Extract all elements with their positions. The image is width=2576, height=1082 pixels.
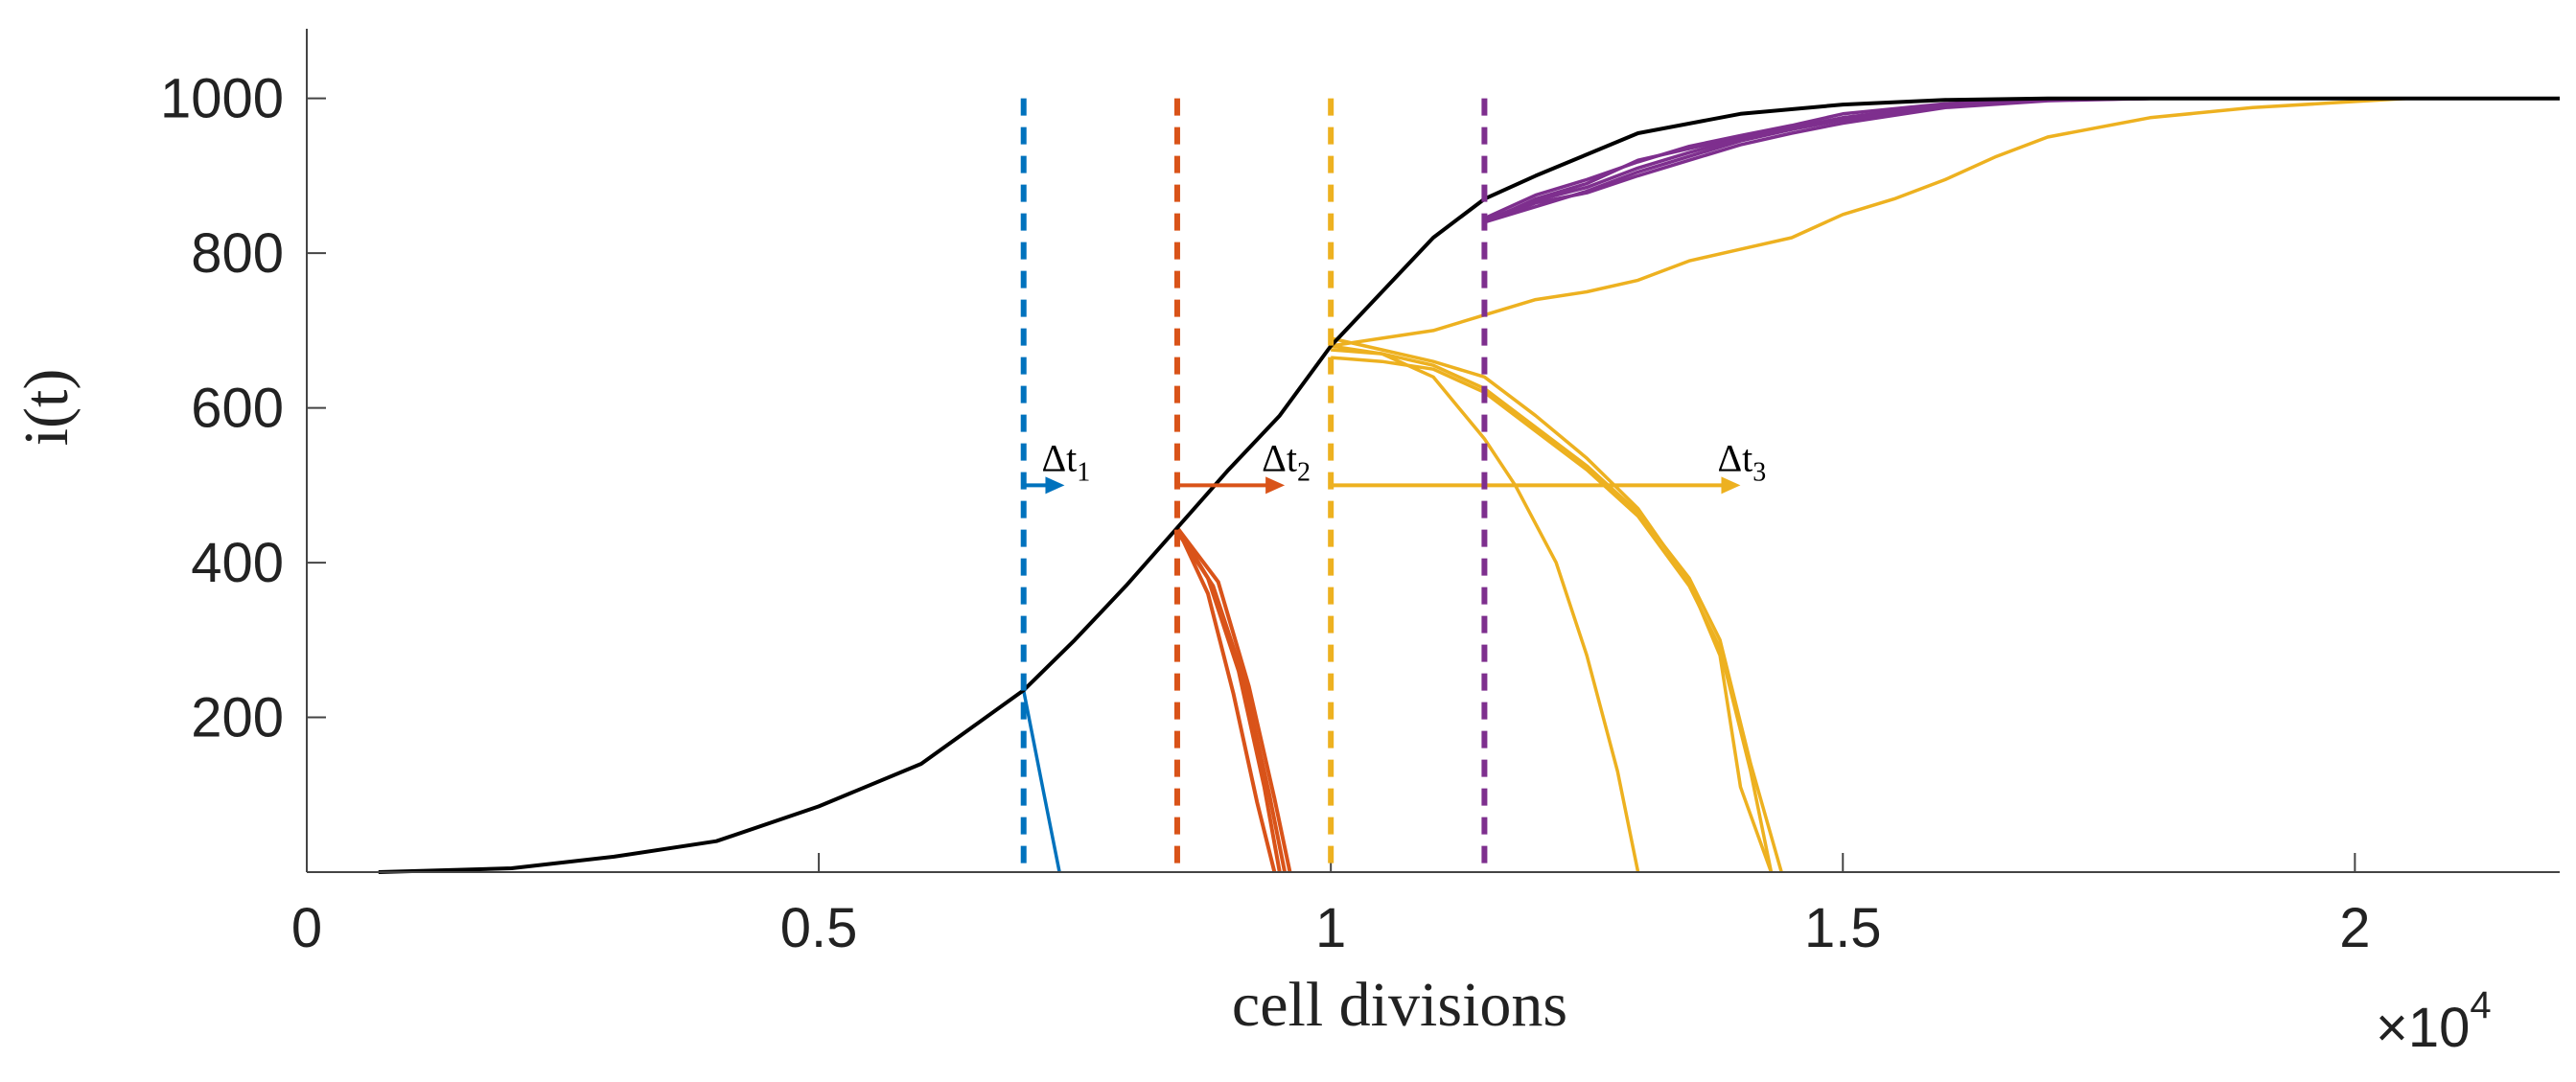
orange-branch-line (1175, 530, 1288, 873)
y-tick-label: 800 (191, 222, 284, 285)
x-axis-multiplier: ×104 (2376, 984, 2492, 1059)
x-tick-label: 2 (2339, 897, 2370, 959)
y-tick-label: 600 (191, 378, 284, 440)
yellow-arrow-head (1721, 476, 1741, 495)
orange-branch-line (1175, 526, 1282, 873)
yellow-branch-line (1330, 96, 2406, 348)
purple-branch-line (1483, 96, 2150, 220)
yellow-delta-label: Δt3 (1717, 436, 1766, 487)
yellow-branch-line (1330, 336, 1774, 873)
ticks-layer: 0 0.5 1 1.5 2 200 400 600 800 1000 (160, 68, 2371, 959)
multiplier-times: × (2376, 997, 2408, 1059)
delta-label-base: Δt (1262, 436, 1297, 479)
y-axis-title: i(t) (12, 369, 81, 447)
x-axis-title: cell divisions (1232, 970, 1567, 1040)
multiplier-exponent: 4 (2470, 984, 2491, 1026)
delta-label-sub: 3 (1752, 457, 1766, 487)
y-tick-label: 1000 (160, 68, 284, 130)
purple-branch-line (1483, 96, 2150, 222)
main-series-line (378, 96, 2560, 874)
orange-branch-line (1175, 526, 1292, 873)
orange-arrow-head (1265, 476, 1286, 495)
orange-delta-label: Δt2 (1262, 436, 1311, 487)
x-tick-label: 1 (1315, 897, 1346, 959)
delta-label-sub: 1 (1077, 457, 1090, 487)
delta-label-sub: 2 (1297, 457, 1311, 487)
blue-branch-line (1021, 689, 1061, 873)
y-tick-label: 200 (191, 687, 284, 749)
multiplier-base: 10 (2408, 997, 2471, 1059)
svg-text:×104: ×104 (2376, 984, 2492, 1059)
yellow-branch-line (1331, 348, 1783, 873)
delta-label-base: Δt (1717, 436, 1752, 479)
purple-branch-line (1483, 96, 2150, 224)
axes-layer (306, 29, 2560, 873)
y-axis-title-text: i(t) (12, 369, 81, 447)
purple-branch-line (1483, 96, 2150, 224)
blue-arrow-head (1045, 476, 1065, 495)
y-tick-label: 400 (191, 532, 284, 594)
x-tick-label: 0 (291, 897, 322, 959)
purple-branch-line (1483, 96, 2150, 224)
yellow-branch-line (1331, 356, 1774, 873)
orange-branch-line (1175, 526, 1277, 873)
annotations-layer: Δt1 Δt2 Δt3 (1020, 98, 1766, 872)
x-tick-label: 0.5 (780, 897, 858, 959)
blue-delta-label: Δt1 (1041, 436, 1090, 487)
x-tick-label: 1.5 (1804, 897, 1882, 959)
delta-label-base: Δt (1041, 436, 1077, 479)
